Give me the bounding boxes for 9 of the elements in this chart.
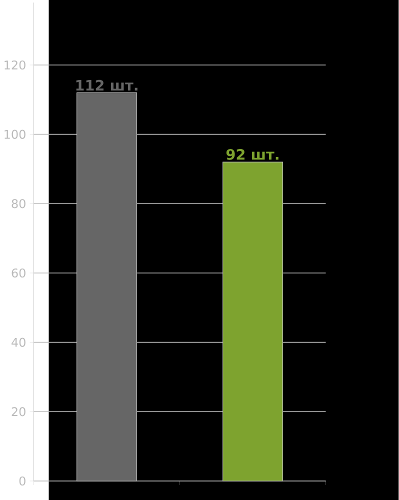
y-tick-label: 0	[19, 476, 26, 486]
data-label: 112 шт.	[76, 80, 138, 91]
y-tick-label: 40	[12, 338, 26, 347]
y-tick-label: 100	[4, 130, 26, 139]
y-tick-label: 120	[4, 60, 26, 70]
data-label: 92 шт.	[226, 148, 278, 160]
y-tick-label: 20	[12, 407, 26, 416]
y-tick-label: 80	[12, 199, 26, 208]
y-tick-label: 60	[12, 268, 26, 278]
